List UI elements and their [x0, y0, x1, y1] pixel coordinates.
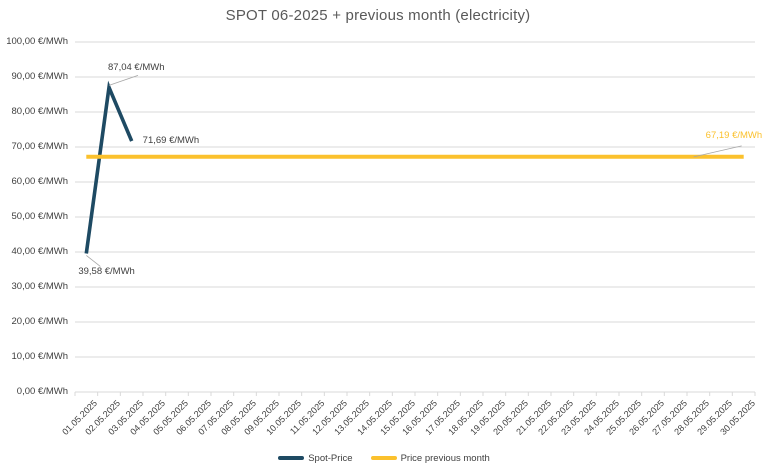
- y-tick-label: 20,00 €/MWh: [11, 316, 69, 327]
- y-tick-label: 80,00 €/MWh: [11, 106, 69, 117]
- legend-label: Price previous month: [400, 452, 490, 464]
- y-tick-label: 30,00 €/MWh: [11, 281, 69, 292]
- y-tick-label: 50,00 €/MWh: [11, 211, 69, 222]
- legend-line-swatch: [278, 456, 305, 460]
- legend-label: Spot-Price: [308, 452, 353, 464]
- y-tick-label: 60,00 €/MWh: [11, 176, 69, 187]
- legend-item: Spot-Price: [278, 452, 353, 464]
- annotation-leader-line: [693, 145, 742, 158]
- annotation-leader-line: [86, 255, 101, 267]
- legend: Spot-Price Price previous month: [0, 451, 768, 465]
- y-tick-label: 70,00 €/MWh: [11, 141, 69, 152]
- annotation-leader-line: [108, 74, 139, 86]
- legend-line-swatch: [370, 456, 397, 460]
- y-tick-label: 40,00 €/MWh: [11, 246, 69, 257]
- data-point-label: 67,19 €/MWh: [705, 129, 763, 141]
- data-point-label: 71,69 €/MWh: [142, 135, 200, 147]
- data-point-label: 39,58 €/MWh: [78, 266, 135, 278]
- y-tick-label: 0,00 €/MWh: [16, 386, 68, 397]
- y-tick-label: 10,00 €/MWh: [11, 351, 69, 362]
- series-line-spot-price: [84, 80, 134, 254]
- y-tick-label: 100,00 €/MWh: [6, 36, 68, 47]
- y-tick-label: 90,00 €/MWh: [11, 71, 69, 82]
- legend-item: Price previous month: [370, 452, 490, 464]
- chart-title: SPOT 06-2025 + previous month (electrici…: [225, 7, 531, 24]
- data-point-label: 87,04 €/MWh: [108, 62, 165, 74]
